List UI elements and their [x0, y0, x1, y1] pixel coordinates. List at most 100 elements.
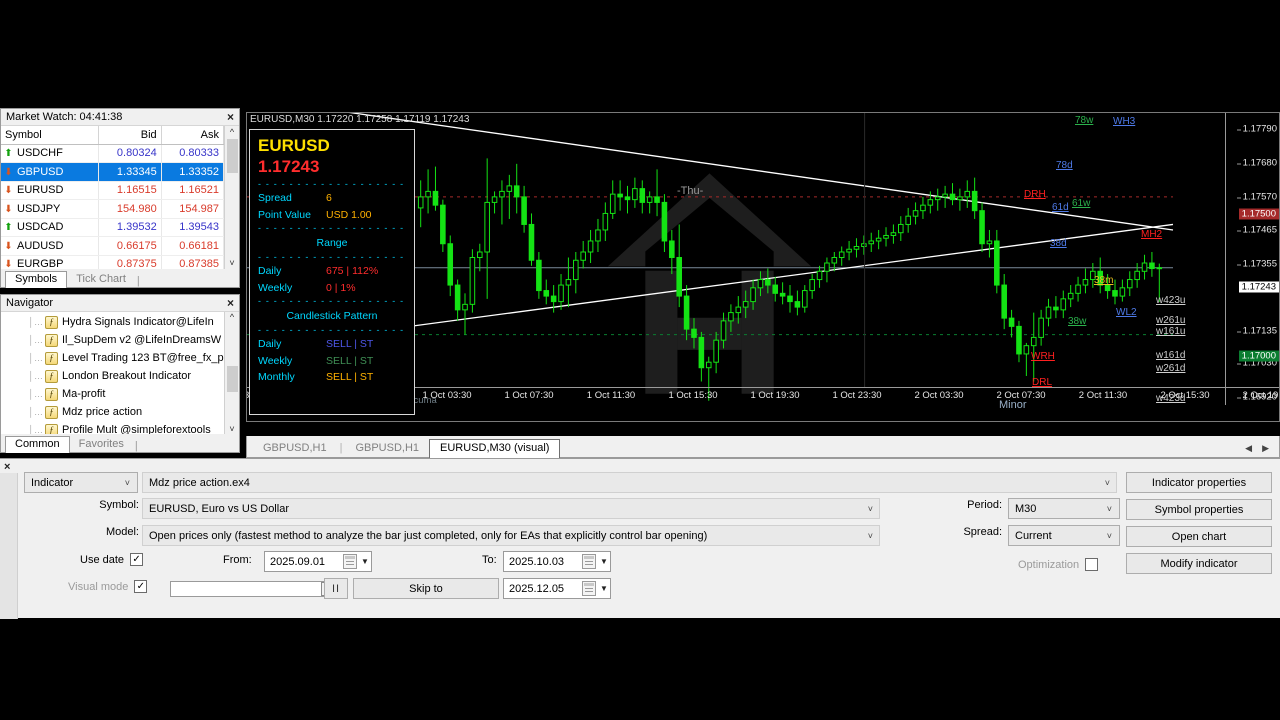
- trend-down-icon: ⬇: [4, 259, 13, 271]
- list-item[interactable]: │… ƒ Il_SupDem v2 @LifeInDreamsW: [1, 331, 224, 349]
- navigator-scrollbar[interactable]: ^ ˅: [224, 312, 239, 434]
- column-header-bid[interactable]: Bid: [98, 126, 162, 145]
- table-row[interactable]: ⬆ USDCHF 0.80324 0.80333: [1, 144, 225, 163]
- list-item[interactable]: │… ƒ Profile Mult @simpleforextools: [1, 421, 224, 434]
- time-tick-label: 1 Oct 03:30: [422, 390, 472, 401]
- list-item[interactable]: │… ƒ Hydra Signals Indicator@LifeIn: [1, 313, 224, 331]
- scroll-up-icon[interactable]: ^: [229, 312, 235, 322]
- column-header-ask[interactable]: Ask: [161, 126, 225, 145]
- scroll-thumb[interactable]: [226, 366, 238, 392]
- scroll-up-icon[interactable]: ^: [229, 127, 235, 137]
- tester-to-date[interactable]: 2025.10.03 ▼: [503, 551, 611, 572]
- tester-optimization-row[interactable]: Optimization: [1018, 558, 1099, 571]
- calendar-icon[interactable]: [343, 554, 357, 569]
- table-row[interactable]: ⬇ GBPUSD 1.33345 1.33352: [1, 162, 225, 182]
- modify-indicator-button[interactable]: Modify indicator: [1126, 553, 1272, 574]
- close-icon[interactable]: ×: [4, 461, 11, 473]
- list-item[interactable]: │… ƒ London Breakout Indicator: [1, 367, 224, 385]
- symbol-properties-button[interactable]: Symbol properties: [1126, 499, 1272, 520]
- tester-vertical-tabs[interactable]: [0, 473, 18, 619]
- tester-speed-slider-wrap[interactable]: [170, 581, 332, 597]
- tab-scroll-left-icon[interactable]: ◀: [1245, 443, 1253, 453]
- skip-to-button[interactable]: Skip to: [353, 578, 499, 599]
- tester-mode-row: Indicator ˅: [24, 472, 138, 493]
- chevron-down-icon[interactable]: ▼: [600, 557, 608, 566]
- scroll-down-icon[interactable]: ˅: [229, 258, 235, 268]
- list-item[interactable]: │… ƒ Ma-profit: [1, 385, 224, 403]
- tester-pause-wrap[interactable]: II: [324, 578, 348, 599]
- table-row[interactable]: ⬆ USDCAD 1.39532 1.39543: [1, 218, 225, 237]
- time-tick-label: 1 Oct 19:30: [750, 390, 800, 401]
- tester-use-date-row[interactable]: Use date ✓: [80, 553, 144, 566]
- chart-tab-gbpusd-h1-2[interactable]: GBPUSD,H1: [355, 442, 420, 454]
- tab-tick-chart[interactable]: Tick Chart: [76, 273, 126, 285]
- tab-common[interactable]: Common: [5, 436, 70, 453]
- tester-speed-slider[interactable]: [170, 581, 332, 597]
- pause-button[interactable]: II: [324, 578, 348, 599]
- indicator-properties-button[interactable]: Indicator properties: [1126, 472, 1272, 493]
- mdz-indicator-panel[interactable]: EURUSD 1.17243 - - - - - - - - - - - - -…: [249, 129, 415, 415]
- trend-down-icon: ⬇: [4, 166, 13, 178]
- calendar-icon[interactable]: [582, 554, 596, 569]
- mdz-divider-3: - - - - - - - - - - - - - - - - - - - - …: [258, 252, 406, 262]
- scroll-thumb[interactable]: [226, 139, 238, 173]
- list-item[interactable]: │… ƒ Level Trading 123 BT@free_fx_p: [1, 349, 224, 367]
- chart-tab-eurusd-m30-visual[interactable]: EURUSD,M30 (visual): [429, 439, 561, 458]
- tester-period-label-wrap: Period:: [950, 499, 1002, 511]
- tester-skip-to-date[interactable]: 2025.12.05 ▼: [503, 578, 611, 599]
- close-icon[interactable]: ×: [226, 295, 234, 310]
- tester-model-label-wrap: Model:: [84, 526, 139, 538]
- tester-mode-select[interactable]: Indicator ˅: [24, 472, 138, 493]
- tab-symbols[interactable]: Symbols: [5, 271, 68, 288]
- tester-skipto-wrap[interactable]: Skip to: [353, 578, 499, 599]
- tester-to-label-wrap: To:: [482, 554, 497, 566]
- market-watch-scrollbar[interactable]: ^ ˅: [224, 126, 239, 269]
- tester-expert-select[interactable]: Mdz price action.ex4 ˅: [142, 472, 1117, 493]
- chevron-down-icon[interactable]: ▼: [600, 584, 608, 593]
- indicator-icon: ƒ: [45, 405, 58, 419]
- column-header-symbol[interactable]: Symbol: [1, 126, 100, 145]
- open-chart-button[interactable]: Open chart: [1126, 526, 1272, 547]
- cell-ask: 1.39543: [161, 218, 225, 237]
- price-tick-label: 1.17030: [1236, 358, 1277, 369]
- tester-model-row: Open prices only (fastest method to anal…: [142, 525, 880, 546]
- price-tick-label: 1.16920: [1236, 392, 1277, 403]
- list-item[interactable]: │… ƒ Mdz price action: [1, 403, 224, 421]
- mdz-point-value: USD 1.00: [326, 208, 372, 221]
- price-axis[interactable]: 1.17790 1.17680 1.17570 1.17465 1.17355 1.171…: [1225, 113, 1279, 405]
- navigator-item-label: Mdz price action: [62, 406, 143, 418]
- scroll-down-icon[interactable]: ˅: [229, 424, 235, 434]
- table-row[interactable]: ⬇ USDJPY 154.980 154.987: [1, 199, 225, 219]
- mdz-range-title: Range: [316, 237, 348, 249]
- tester-period-select[interactable]: M30 ˅: [1008, 498, 1120, 519]
- chart-level-label: WL2: [1116, 307, 1137, 318]
- close-icon[interactable]: ×: [226, 109, 234, 124]
- price-tick-label: 1.17570: [1236, 192, 1277, 203]
- table-row[interactable]: ⬇ EURUSD 1.16515 1.16521: [1, 181, 225, 200]
- tester-optimization-checkbox[interactable]: [1085, 558, 1099, 571]
- tester-spread-select[interactable]: Current ˅: [1008, 525, 1120, 546]
- tester-symbol-select[interactable]: EURUSD, Euro vs US Dollar ˅: [142, 498, 880, 519]
- tester-symbol-row: EURUSD, Euro vs US Dollar ˅: [142, 498, 880, 519]
- chart-level-label: DRL: [1032, 377, 1053, 388]
- chevron-down-icon[interactable]: ▼: [361, 557, 369, 566]
- chart-window[interactable]: -Thu- Minor 78w WH3 78d DRH 61d 61w 38d MH2 38m w…: [246, 112, 1280, 422]
- mdz-pattern-monthly-row: Monthly SELL | ST: [258, 369, 406, 386]
- open-chart-wrap: Open chart: [1126, 526, 1272, 547]
- tester-from-date[interactable]: 2025.09.01 ▼: [264, 551, 372, 572]
- navigator-title: Navigator: [6, 297, 54, 309]
- calendar-icon[interactable]: [582, 581, 596, 596]
- tester-use-date-checkbox[interactable]: ✓: [130, 553, 144, 566]
- tab-favorites[interactable]: Favorites: [78, 438, 124, 450]
- indicator-icon: ƒ: [45, 423, 58, 434]
- navigator-item-label: Hydra Signals Indicator@LifeIn: [62, 316, 214, 328]
- chart-level-label: WRH: [1031, 351, 1055, 362]
- price-tick-label: 1.17465: [1236, 225, 1277, 236]
- table-row[interactable]: ⬇ AUDUSD 0.66175 0.66181: [1, 236, 225, 256]
- mdz-range-daily-row: Daily 675 | 112%: [258, 263, 406, 280]
- tester-visual-mode-checkbox[interactable]: ✓: [134, 580, 148, 593]
- tester-visual-mode-row[interactable]: Visual mode ✓: [68, 580, 148, 593]
- chart-tab-gbpusd-h1-1[interactable]: GBPUSD,H1: [263, 442, 327, 454]
- tab-scroll-right-icon[interactable]: ▶: [1262, 443, 1269, 453]
- tester-model-select[interactable]: Open prices only (fastest method to anal…: [142, 525, 880, 546]
